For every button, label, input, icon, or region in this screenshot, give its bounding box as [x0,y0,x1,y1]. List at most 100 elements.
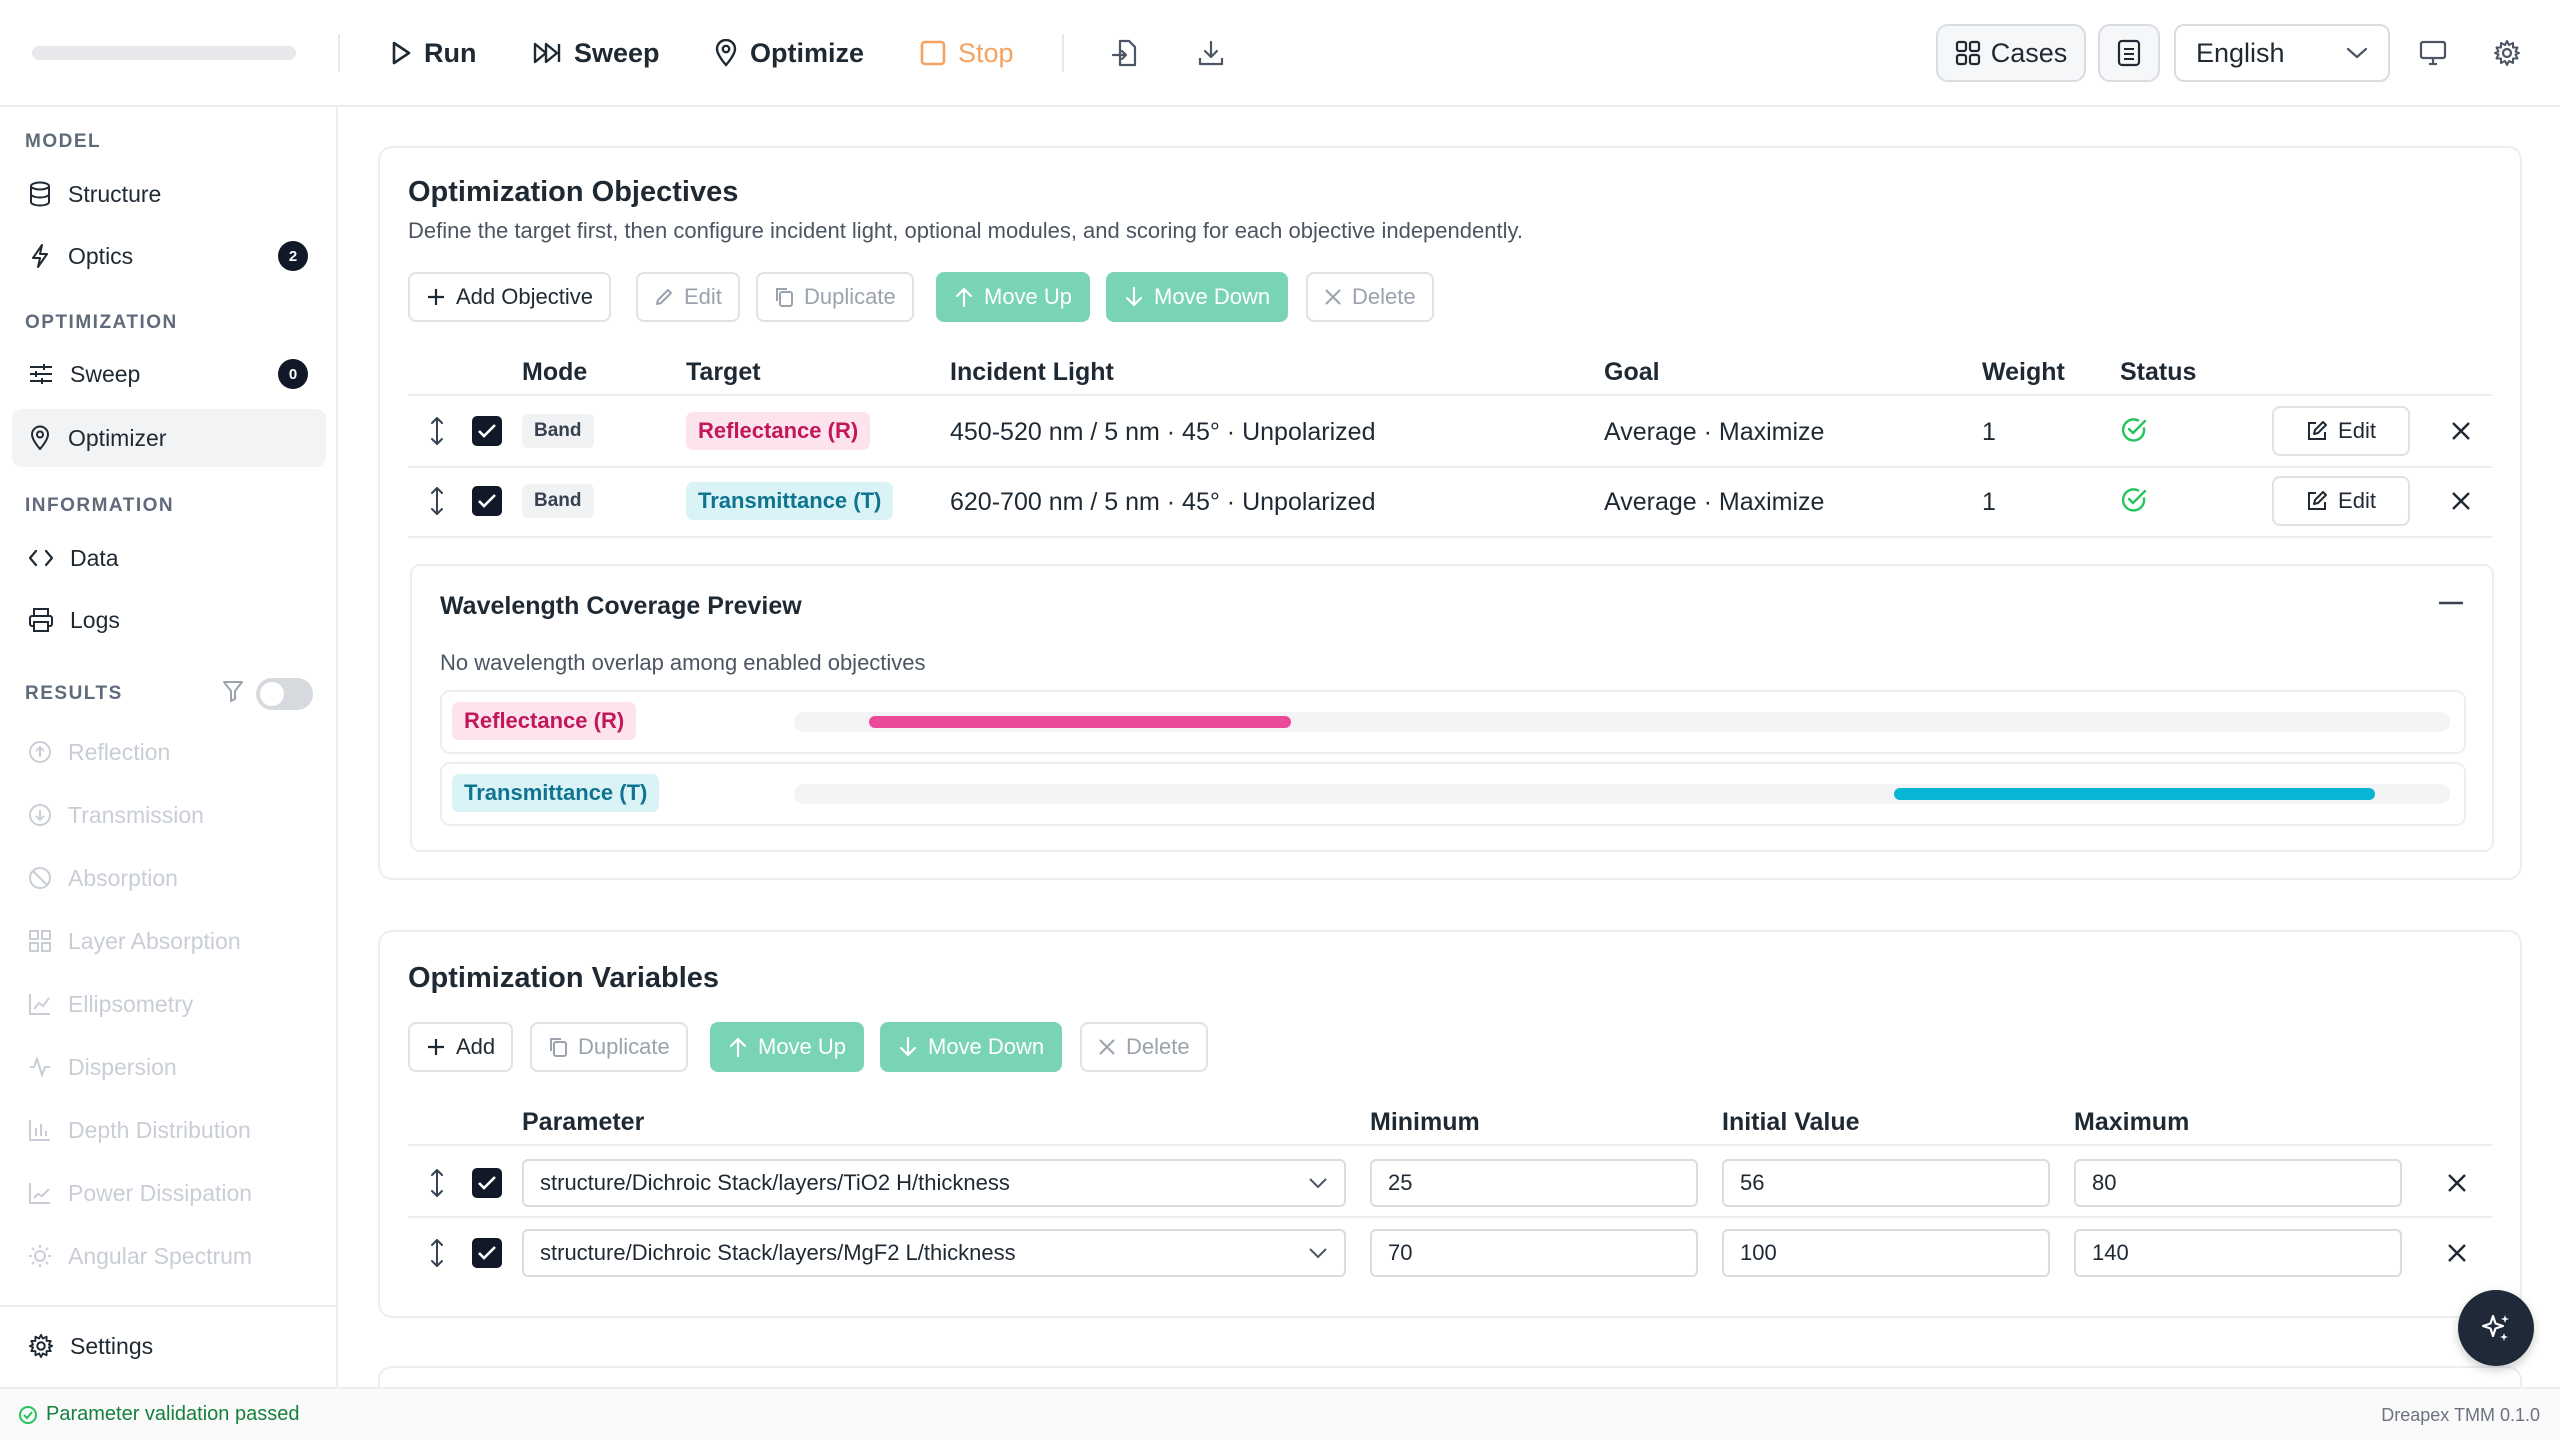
parameter-select[interactable]: structure/Dichroic Stack/layers/TiO2 H/t… [522,1159,1346,1207]
close-icon [1098,1038,1116,1056]
monitor-icon[interactable] [2414,34,2452,72]
close-icon [1324,288,1342,306]
filter-icon[interactable] [222,679,244,703]
sweep-button[interactable]: Sweep [532,30,660,76]
bar-chart-icon [28,1118,52,1142]
drag-handle-icon[interactable] [422,1166,452,1200]
sidebar-item-dispersion[interactable]: Dispersion [12,1038,326,1096]
optics-count-badge: 2 [278,241,308,271]
copy-icon [548,1036,568,1058]
edit-row-button[interactable]: Edit [2272,476,2410,526]
add-variable-button[interactable]: Add [408,1022,514,1072]
column-header-initial-value: Initial Value [1722,1108,1860,1136]
sidebar-item-label: Power Dissipation [68,1179,253,1206]
column-header-status: Status [2120,358,2197,386]
download-icon[interactable] [1192,34,1230,72]
sidebar-item-data[interactable]: Data [12,529,326,587]
variables-title: Optimization Variables [408,962,720,994]
import-file-icon[interactable] [1106,34,1144,72]
remove-row-close-icon[interactable] [2446,486,2476,516]
objective-enabled-checkbox[interactable] [472,416,502,446]
collapse-minus-icon[interactable] [2438,600,2464,606]
cases-button[interactable]: Cases [1936,24,2086,82]
remove-variable-close-icon[interactable] [2442,1238,2472,1268]
sweep-label: Sweep [574,37,660,68]
language-select[interactable]: English [2174,24,2390,82]
sidebar-item-depth-distribution[interactable]: Depth Distribution [12,1101,326,1159]
initial-value-input[interactable]: 56 [1722,1159,2050,1207]
play-icon [390,40,412,66]
parameter-select[interactable]: structure/Dichroic Stack/layers/MgF2 L/t… [522,1229,1346,1277]
preview-title: Wavelength Coverage Preview [440,592,802,620]
sidebar-item-logs[interactable]: Logs [12,591,326,649]
move-down-variable-button[interactable]: Move Down [880,1022,1063,1072]
check-circle-icon [18,1405,38,1425]
section-information: INFORMATION [25,495,175,516]
edit-objective-button[interactable]: Edit [636,272,740,322]
target-badge-transmittance: Transmittance (T) [686,482,894,520]
settings-gear-icon[interactable] [2488,34,2526,72]
initial-value-input[interactable]: 100 [1722,1229,2050,1277]
sidebar-item-label: Optimizer [68,424,167,451]
variable-enabled-checkbox[interactable] [472,1238,502,1268]
gear-icon [28,1333,54,1359]
sidebar-item-angular-spectrum[interactable]: Angular Spectrum [12,1227,326,1285]
move-up-objective-button[interactable]: Move Up [936,272,1091,322]
drag-handle-icon[interactable] [422,414,452,448]
edit-icon [2306,490,2328,512]
variable-enabled-checkbox[interactable] [472,1168,502,1198]
sidebar-item-settings[interactable]: Settings [12,1317,326,1375]
delete-objective-button[interactable]: Delete [1306,272,1434,322]
table-divider [408,394,2492,396]
sidebar-item-transmission[interactable]: Transmission [12,786,326,844]
plus-icon [426,1037,446,1057]
objective-enabled-checkbox[interactable] [472,486,502,516]
document-button[interactable] [2098,24,2160,82]
sidebar-item-structure[interactable]: Structure [12,165,326,223]
sidebar-item-optimizer[interactable]: Optimizer [12,409,326,467]
printer-icon [28,607,54,633]
move-up-variable-button[interactable]: Move Up [710,1022,865,1072]
sidebar-item-sweep[interactable]: Sweep 0 [12,345,326,403]
sidebar-item-label: Layer Absorption [68,927,241,954]
chevron-down-icon [1308,1177,1328,1189]
copy-icon [774,286,794,308]
remove-row-close-icon[interactable] [2446,416,2476,446]
run-button[interactable]: Run [390,30,476,76]
duplicate-variable-button[interactable]: Duplicate [530,1022,688,1072]
maximum-input[interactable]: 80 [2074,1159,2402,1207]
drag-handle-icon[interactable] [422,1236,452,1270]
weight-value: 1 [1982,488,1996,516]
sidebar-item-layer-absorption[interactable]: Layer Absorption [12,912,326,970]
delete-variable-label: Delete [1126,1034,1190,1059]
sidebar-item-ellipsometry[interactable]: Ellipsometry [12,975,326,1033]
sidebar-item-optics[interactable]: Optics 2 [12,227,326,285]
ai-assistant-button[interactable] [2458,1290,2534,1366]
move-down-variable-label: Move Down [928,1034,1045,1059]
optimize-button[interactable]: Optimize [714,30,864,76]
map-pin-icon [28,425,52,451]
add-objective-button[interactable]: Add Objective [408,272,611,322]
lightning-icon [28,243,52,269]
arrow-down-icon [1124,286,1144,308]
arrow-down-circle-icon [28,803,52,827]
sliders-icon [28,362,54,386]
duplicate-objective-button[interactable]: Duplicate [756,272,914,322]
stop-button[interactable]: Stop [920,30,1014,76]
sidebar-item-power-dissipation[interactable]: Power Dissipation [12,1164,326,1222]
results-filter-toggle[interactable] [256,678,313,710]
maximum-input[interactable]: 140 [2074,1229,2402,1277]
delete-variable-button[interactable]: Delete [1080,1022,1208,1072]
incident-light-value: 620-700 nm / 5 nm · 45° · Unpolarized [950,488,1376,516]
top-toolbar: Run Sweep Optimize Stop Cases [0,0,2560,107]
move-down-objective-button[interactable]: Move Down [1106,272,1289,322]
sidebar-item-reflection[interactable]: Reflection [12,723,326,781]
minimum-input[interactable]: 25 [1370,1159,1698,1207]
drag-handle-icon[interactable] [422,484,452,518]
sidebar-item-absorption[interactable]: Absorption [12,849,326,907]
minimum-input[interactable]: 70 [1370,1229,1698,1277]
edit-row-button[interactable]: Edit [2272,406,2410,456]
wavelength-coverage-preview: Wavelength Coverage Preview No wavelengt… [410,564,2494,852]
sidebar-item-label: Logs [70,606,120,633]
remove-variable-close-icon[interactable] [2442,1168,2472,1198]
